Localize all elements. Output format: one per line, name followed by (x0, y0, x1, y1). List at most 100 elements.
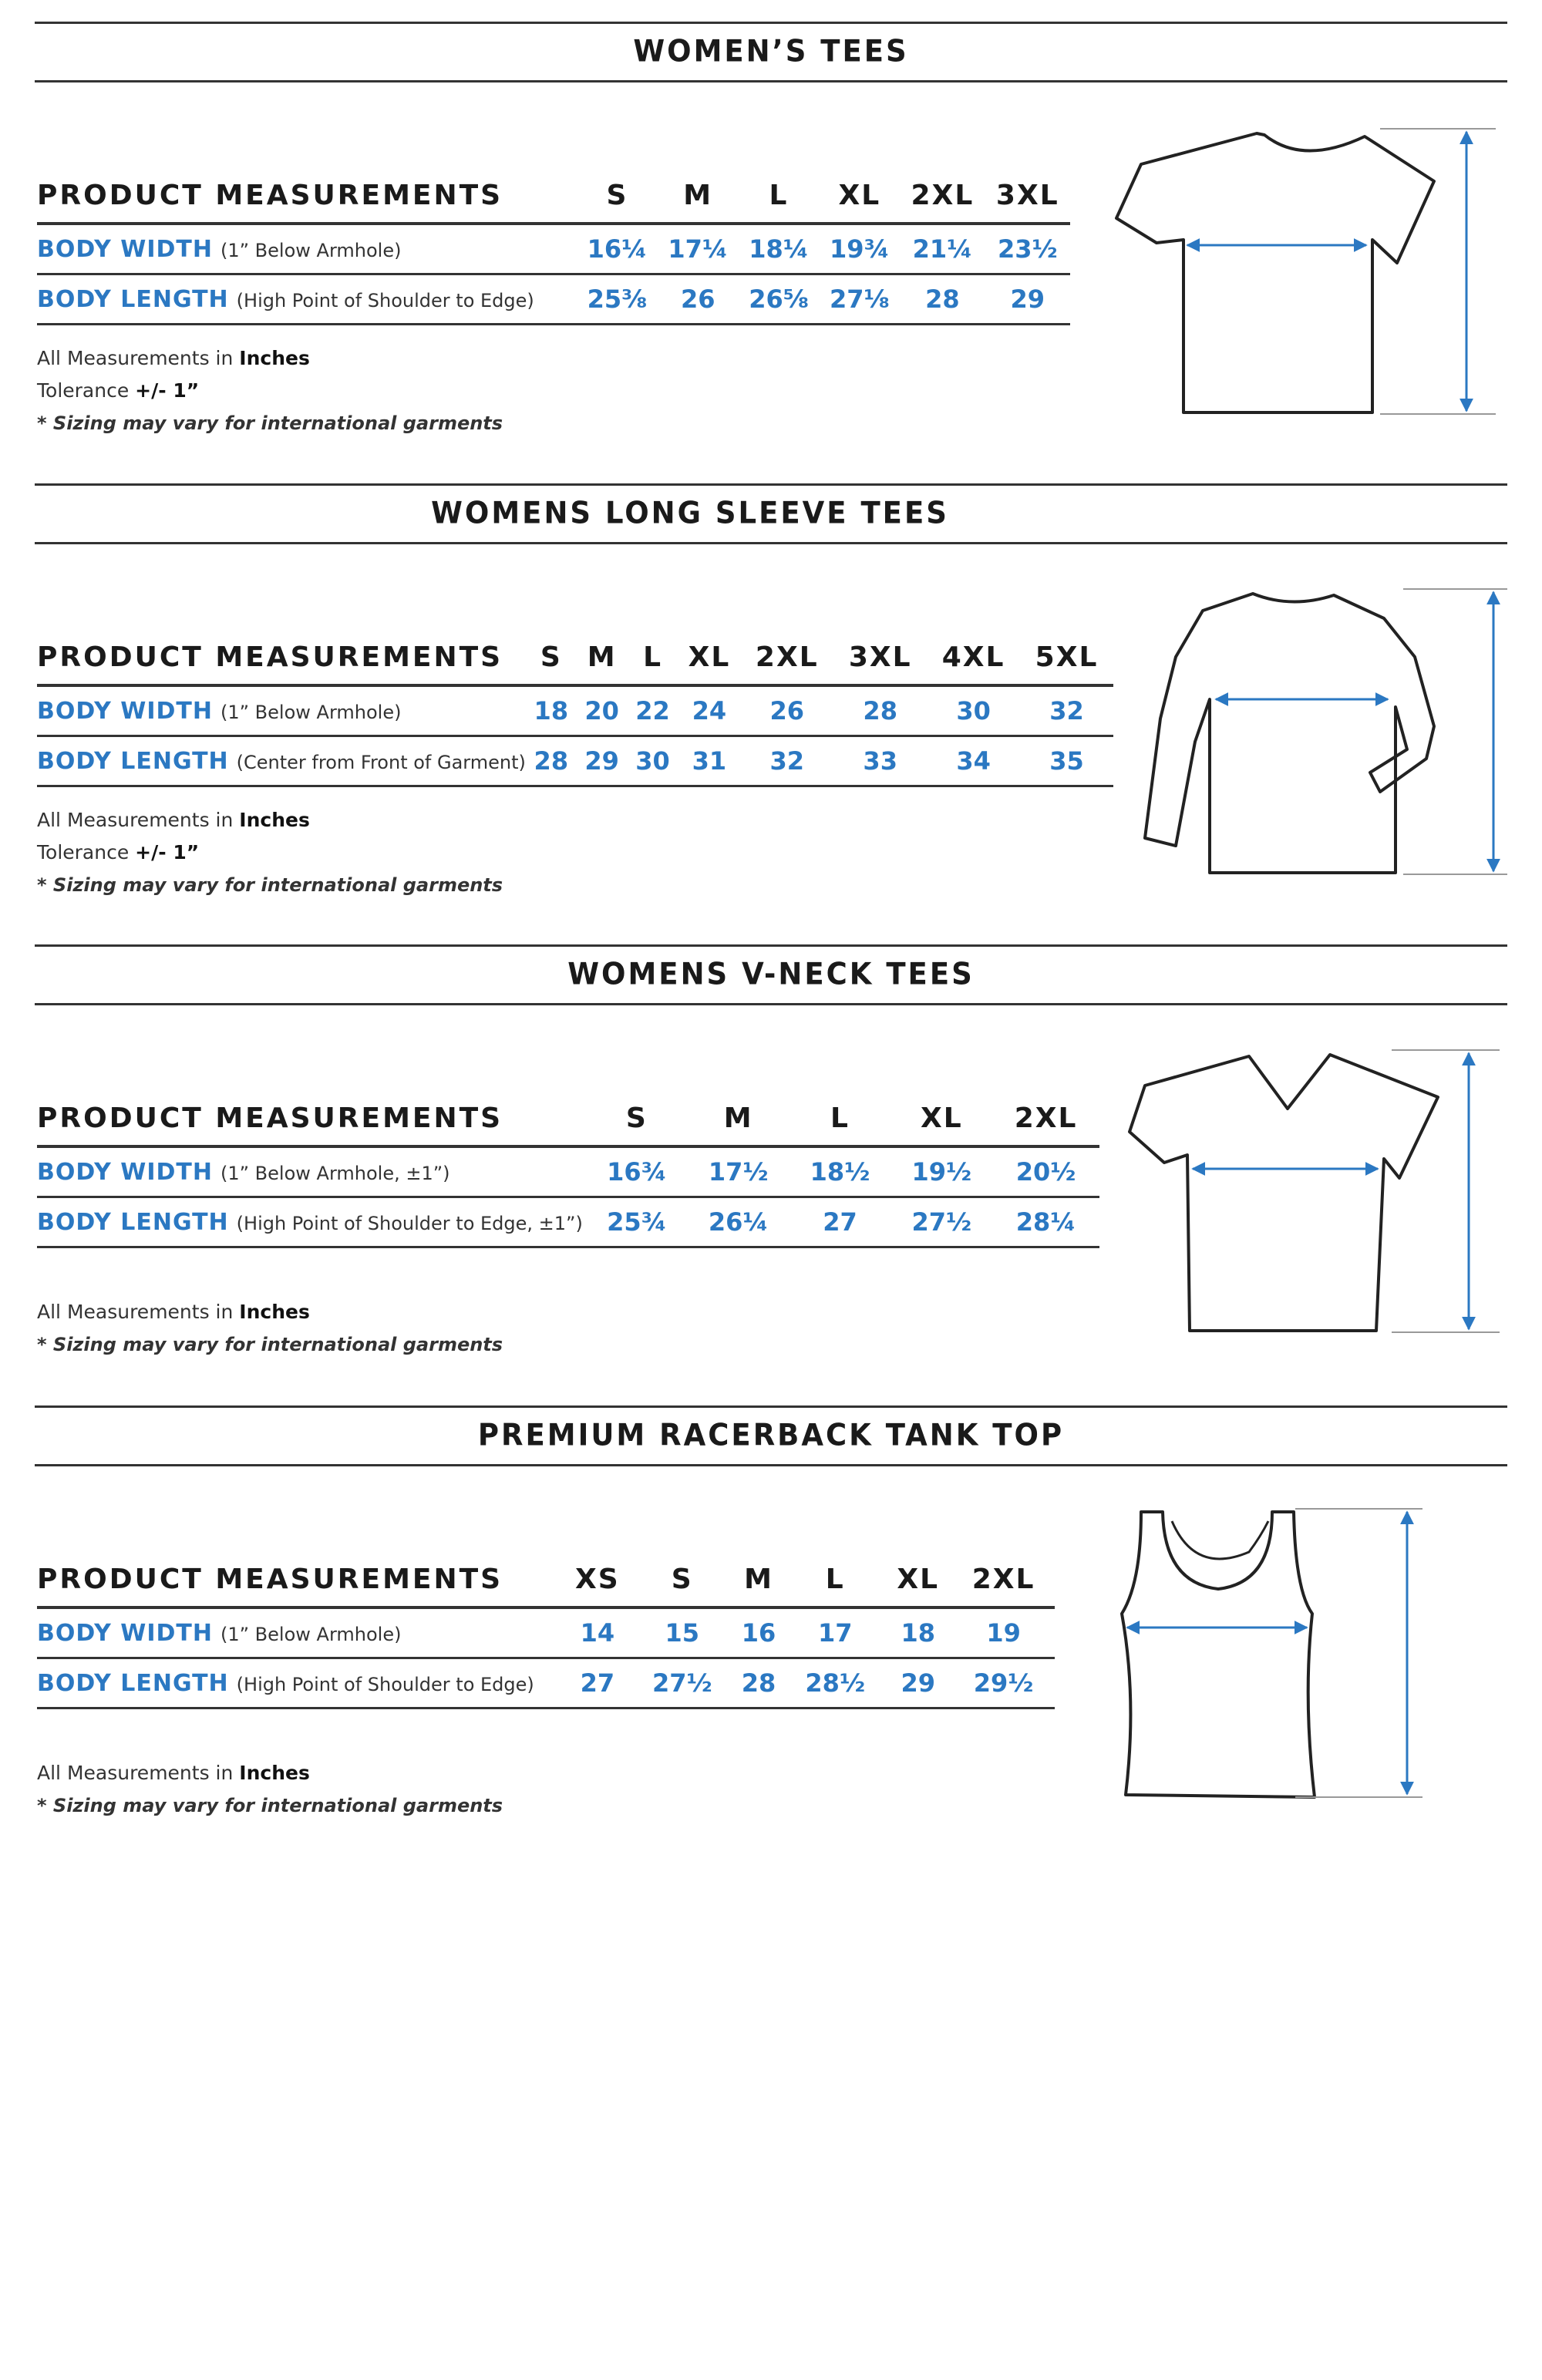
measurement-value: 28½ (786, 1658, 884, 1709)
size-header: L (627, 630, 678, 687)
measurement-value: 25⅜ (577, 274, 658, 325)
measurement-value: 14 (561, 1607, 634, 1659)
units-value: Inches (239, 1762, 310, 1784)
measurement-value: 29½ (952, 1658, 1055, 1709)
units-prefix: All Measurements in (37, 347, 240, 369)
measurement-value: 16 (730, 1607, 787, 1659)
measurement-value: 18½ (789, 1146, 891, 1198)
measurement-note: (High Point of Shoulder to Edge) (236, 289, 534, 311)
v-neck-tee-icon (1128, 1049, 1500, 1333)
table-row: BODY WIDTH (1” Below Armhole) 14 15 16 17 18 19 (37, 1607, 1055, 1659)
measurement-value: 15 (633, 1607, 731, 1659)
size-header: M (730, 1552, 787, 1609)
disclaimer: * Sizing may vary for international garm… (37, 1334, 503, 1355)
tolerance-prefix: Tolerance (37, 379, 136, 402)
measurement-value: 16¾ (586, 1146, 688, 1198)
size-header: 4XL (927, 630, 1021, 687)
measurement-value: 27 (789, 1197, 891, 1248)
measurement-value: 27 (561, 1658, 634, 1709)
measurement-value: 28¼ (992, 1197, 1099, 1248)
section-title: WOMENS LONG SLEEVE TEES (431, 495, 949, 531)
units-prefix: All Measurements in (37, 1762, 240, 1784)
measurement-value: 19¾ (819, 224, 901, 275)
long-sleeve-tee-icon (1143, 588, 1507, 875)
measurement-name: BODY WIDTH (37, 697, 213, 725)
measurement-value: 28 (833, 685, 928, 737)
divider (35, 483, 1507, 486)
measurement-value: 28 (900, 274, 985, 325)
measurement-note: (1” Below Armhole, ±1”) (220, 1162, 450, 1184)
units-note: All Measurements in Inches (37, 1296, 503, 1328)
table-header-row: PRODUCT MEASUREMENTS S M L XL 2XL (37, 1091, 1099, 1148)
table-row: BODY LENGTH (High Point of Shoulder to Ed… (37, 1658, 1055, 1709)
measurement-value: 30 (627, 736, 678, 787)
size-table: PRODUCT MEASUREMENTS S M L XL 2XL BODY WIDTH (1… (37, 1091, 1099, 1248)
notes: All Measurements in Inches * Sizing may v… (37, 1757, 503, 1822)
measurement-value: 18 (525, 685, 577, 737)
tolerance-note: Tolerance +/- 1” (37, 375, 503, 407)
size-header: S (577, 168, 658, 225)
size-header: 3XL (985, 168, 1070, 225)
size-header: 2XL (992, 1091, 1099, 1148)
divider (35, 80, 1507, 82)
row-label: BODY WIDTH (1” Below Armhole) (37, 685, 526, 737)
measurement-value: 31 (678, 736, 741, 787)
measurement-value: 19 (952, 1607, 1055, 1659)
size-header: S (586, 1091, 688, 1148)
table-header-row: PRODUCT MEASUREMENTS S M L XL 2XL 3XL 4XL 5XL (37, 630, 1113, 687)
table-header-row: PRODUCT MEASUREMENTS XS S M L XL 2XL (37, 1552, 1055, 1609)
size-header: XS (561, 1552, 634, 1609)
measurement-value: 28 (730, 1658, 787, 1709)
units-prefix: All Measurements in (37, 1301, 240, 1323)
size-header: 2XL (740, 630, 834, 687)
measurement-value: 27½ (633, 1658, 731, 1709)
measurement-name: BODY WIDTH (37, 1619, 213, 1647)
section-womens-v-neck-tees: WOMENS V-NECK TEES PRODUCT MEASUREMENTS S… (0, 944, 1542, 1407)
size-header: L (786, 1552, 884, 1609)
tolerance-prefix: Tolerance (37, 841, 136, 863)
measurement-note: (1” Below Armhole) (220, 701, 402, 723)
table-row: BODY WIDTH (1” Below Armhole) 18 20 22 24 26 28… (37, 685, 1113, 737)
table-row: BODY WIDTH (1” Below Armhole) 16¼ 17¼ 18¼ 19¾… (37, 224, 1070, 275)
size-header: XL (819, 168, 901, 225)
table-row: BODY LENGTH (Center from Front of Garment… (37, 736, 1113, 787)
size-table: PRODUCT MEASUREMENTS S M L XL 2XL 3XL BODY WIDT… (37, 168, 1070, 325)
measurement-name: BODY LENGTH (37, 1208, 229, 1236)
units-note: All Measurements in Inches (37, 1757, 503, 1789)
units-note: All Measurements in Inches (37, 804, 503, 837)
measurement-value: 17¼ (657, 224, 739, 275)
tolerance-value: +/- 1” (135, 841, 200, 863)
header-label: PRODUCT MEASUREMENTS (37, 630, 526, 687)
size-header: M (657, 168, 739, 225)
units-value: Inches (239, 809, 310, 831)
measurement-value: 34 (927, 736, 1021, 787)
measurement-value: 28 (525, 736, 577, 787)
divider (35, 1405, 1507, 1408)
measurement-note: (High Point of Shoulder to Edge, ±1”) (236, 1212, 583, 1234)
row-label: BODY LENGTH (High Point of Shoulder to Ed… (37, 274, 577, 325)
disclaimer: * Sizing may vary for international garm… (37, 412, 503, 434)
table-row: BODY LENGTH (High Point of Shoulder to Ed… (37, 1197, 1099, 1248)
size-header: 2XL (952, 1552, 1055, 1609)
row-label: BODY LENGTH (High Point of Shoulder to Ed… (37, 1658, 561, 1709)
measurement-value: 29 (576, 736, 628, 787)
section-title: WOMENS V-NECK TEES (567, 956, 975, 992)
size-table: PRODUCT MEASUREMENTS S M L XL 2XL 3XL 4XL 5XL BOD… (37, 630, 1113, 787)
size-table: PRODUCT MEASUREMENTS XS S M L XL 2XL BODY WIDTH… (37, 1552, 1055, 1709)
disclaimer: * Sizing may vary for international garm… (37, 874, 503, 896)
measurement-value: 20½ (992, 1146, 1099, 1198)
size-header: S (633, 1552, 731, 1609)
measurement-value: 23½ (985, 224, 1070, 275)
table-header-row: PRODUCT MEASUREMENTS S M L XL 2XL 3XL (37, 168, 1070, 225)
section-title: PREMIUM RACERBACK TANK TOP (477, 1417, 1065, 1453)
measurement-value: 18¼ (738, 224, 820, 275)
row-label: BODY WIDTH (1” Below Armhole) (37, 224, 577, 275)
measurement-value: 32 (1020, 685, 1113, 737)
header-label: PRODUCT MEASUREMENTS (37, 1091, 586, 1148)
measurement-value: 26¼ (687, 1197, 790, 1248)
measurement-value: 22 (627, 685, 678, 737)
tolerance-value: +/- 1” (135, 379, 200, 402)
units-prefix: All Measurements in (37, 809, 240, 831)
measurement-value: 17 (786, 1607, 884, 1659)
row-label: BODY WIDTH (1” Below Armhole, ±1”) (37, 1146, 586, 1198)
